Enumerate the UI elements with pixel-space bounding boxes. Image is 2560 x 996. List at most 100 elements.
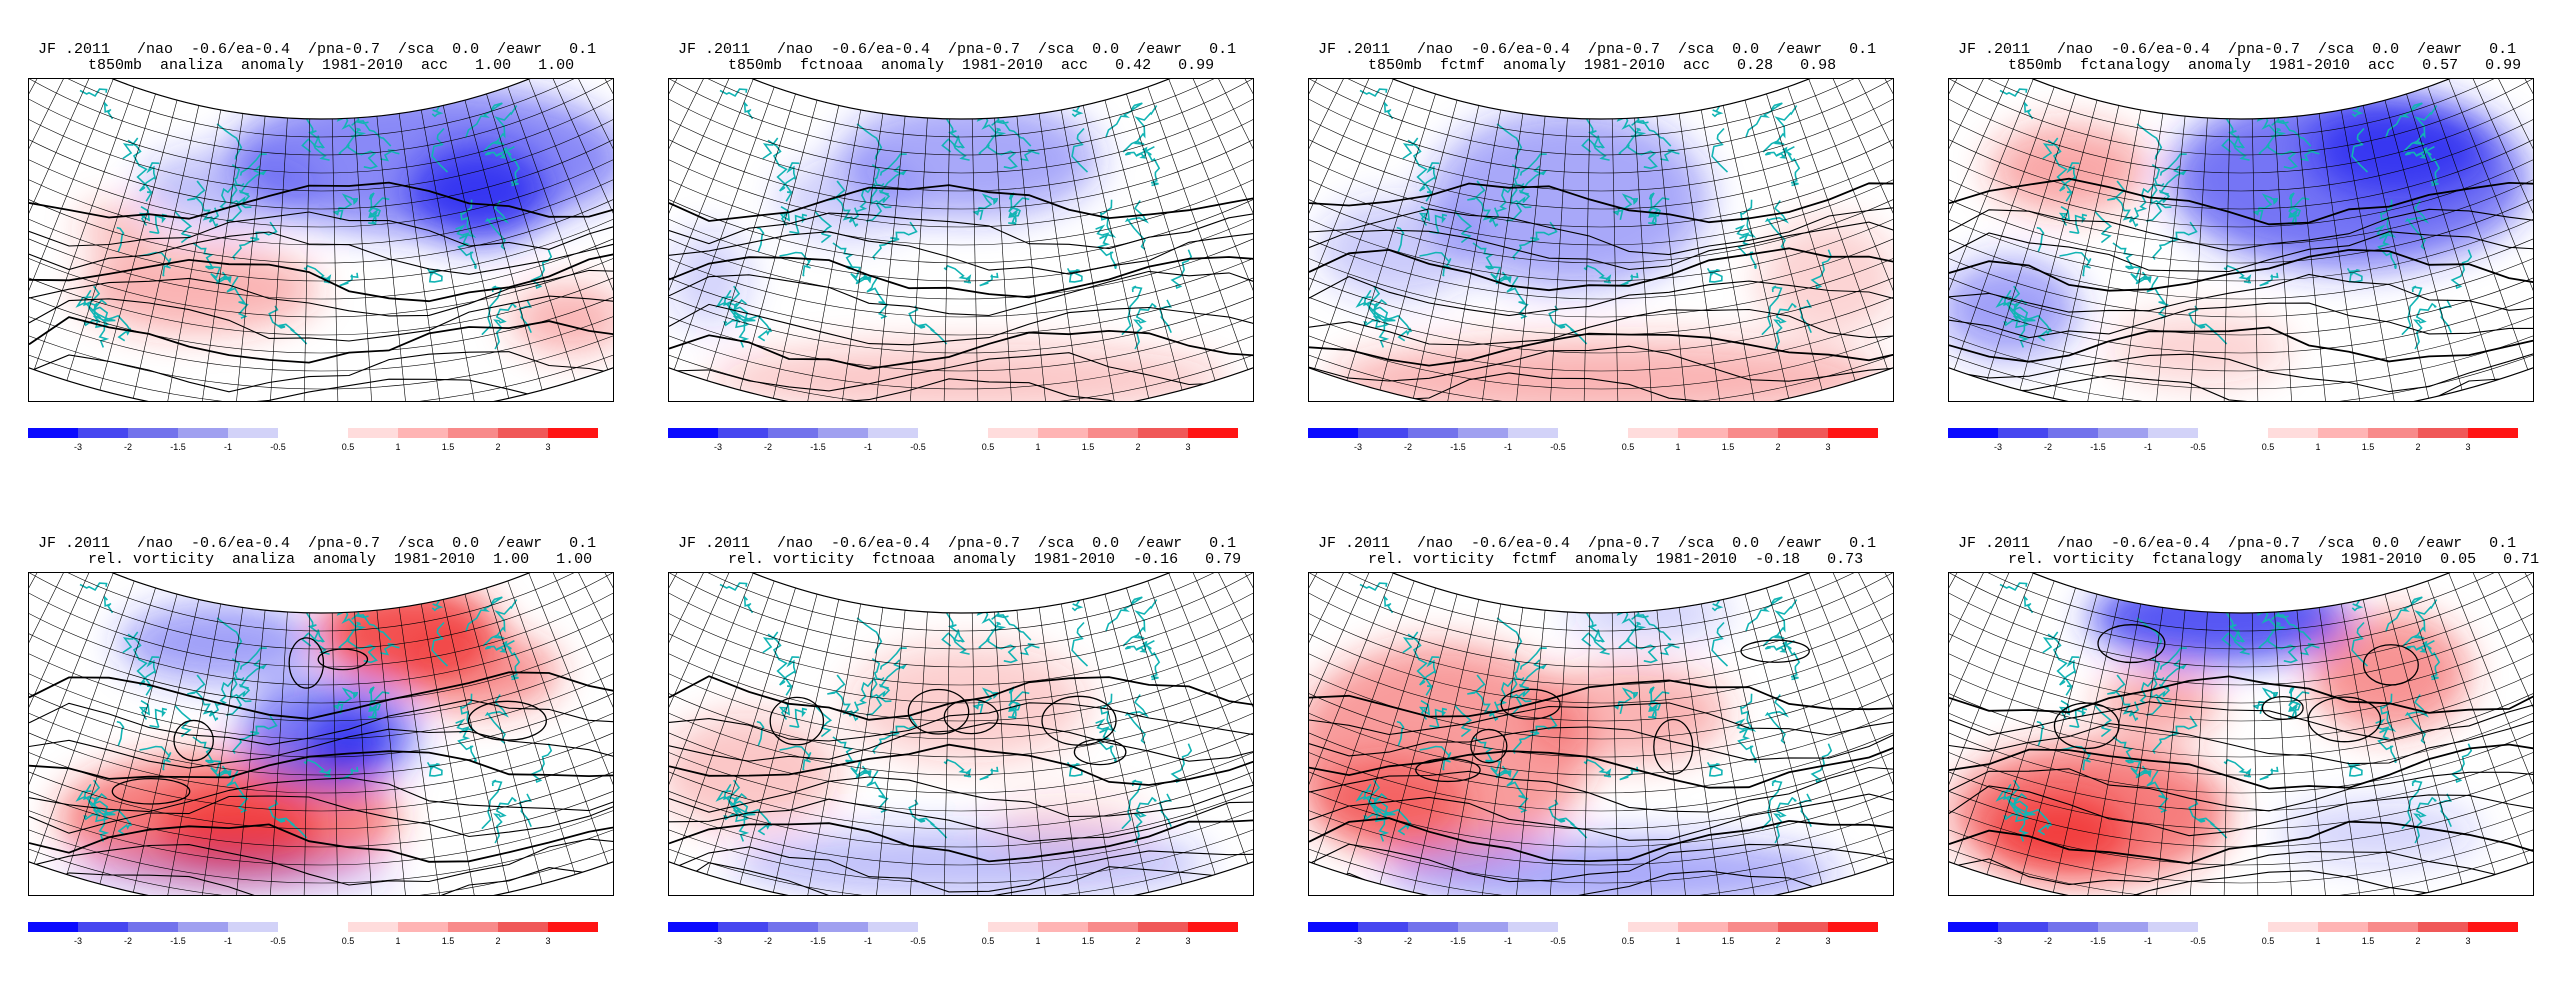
- colorbar-tick-label: -0.5: [2190, 442, 2206, 452]
- colorbar: -3 -2 -1.5 -1 -0.5 0.5 1 1.5 2 3: [1948, 428, 2548, 458]
- colorbar-tick-label: -2: [763, 442, 773, 452]
- colorbar-negative-segment: [2098, 922, 2148, 932]
- colorbar-tick-label: -2: [123, 936, 133, 946]
- colorbar-negative-segment: [1998, 922, 2048, 932]
- colorbar-tick-label: 3: [2465, 936, 2471, 946]
- colorbar: -3 -2 -1.5 -1 -0.5 0.5 1 1.5 2 3: [1308, 922, 1908, 952]
- anomaly-field: [1309, 573, 1893, 895]
- colorbar-tick-label: 1.5: [2361, 442, 2375, 452]
- colorbar-tick-label: 1: [1675, 936, 1681, 946]
- colorbar-tick-label: -1.5: [170, 442, 186, 452]
- colorbar-tick-label: -2: [1403, 936, 1413, 946]
- colorbar-negative-segment: [2148, 922, 2198, 932]
- colorbar-positive-segment: [2268, 922, 2318, 932]
- colorbar-positive-segment: [1088, 922, 1138, 932]
- colorbar-negative-segment: [1458, 428, 1508, 438]
- colorbar-negative-segment: [868, 922, 918, 932]
- colorbar-negative-segment: [28, 922, 78, 932]
- colorbar-positive-segment: [398, 428, 448, 438]
- panel-header: JF .2011 /nao -0.6/ea-0.4 /pna-0.7 /sca …: [1318, 535, 1877, 552]
- colorbar-positive-segment: [2368, 922, 2418, 932]
- colorbar-positive-segment: [1628, 922, 1678, 932]
- positive-anomaly-area: [1529, 663, 1729, 763]
- colorbar-tick-label: 0.5: [981, 936, 995, 946]
- anomaly-map: [28, 572, 614, 896]
- colorbar-positive-segment: [448, 922, 498, 932]
- colorbar-tick-label: -1.5: [1450, 936, 1466, 946]
- lat-lon-grid: [1309, 79, 1893, 401]
- panel-subtitle: t850mb fctnoaa anomaly 1981-2010 acc 0.4…: [728, 57, 1215, 74]
- colorbar-negative-segment: [668, 922, 718, 932]
- colorbar-positive-segment: [1138, 922, 1188, 932]
- positive-anomaly-area: [669, 713, 839, 833]
- map-panel: JF .2011 /nao -0.6/ea-0.4 /pna-0.7 /sca …: [1948, 536, 2548, 996]
- panel-subtitle: rel. vorticity fctnoaa anomaly 1981-2010…: [728, 551, 1242, 568]
- colorbar-negative-segment: [178, 428, 228, 438]
- colorbar-tick-label: 3: [2465, 442, 2471, 452]
- isolines: [1309, 182, 1893, 401]
- colorbar-tick-label: -3: [1993, 442, 2003, 452]
- colorbar-tick-label: -1.5: [2090, 936, 2106, 946]
- anomaly-map: [1948, 78, 2534, 402]
- lat-lon-grid: [1949, 79, 2533, 401]
- colorbar-negative-segment: [128, 922, 178, 932]
- colorbar-tick-label: 0.5: [2261, 442, 2275, 452]
- colorbar-tick-label: -1: [2143, 442, 2153, 452]
- coastlines: [75, 577, 553, 844]
- colorbar-negative-segment: [818, 922, 868, 932]
- colorbar-tick-label: -2: [763, 936, 773, 946]
- panel-subtitle: t850mb analiza anomaly 1981-2010 acc 1.0…: [88, 57, 575, 74]
- colorbar-tick-label: 3: [545, 442, 551, 452]
- colorbar-tick-label: 0.5: [1621, 936, 1635, 946]
- anomaly-field: [29, 79, 613, 401]
- negative-anomaly-area: [2279, 803, 2479, 863]
- colorbar-positive-segment: [988, 428, 1038, 438]
- positive-anomaly-area: [1329, 339, 1889, 401]
- colorbar-tick-label: -0.5: [2190, 936, 2206, 946]
- coastlines: [1995, 83, 2473, 350]
- colorbar-tick-label: -1.5: [2090, 442, 2106, 452]
- colorbar-positive-segment: [1678, 428, 1728, 438]
- colorbar-tick-label: -0.5: [270, 442, 286, 452]
- colorbar-positive-segment: [2418, 922, 2468, 932]
- colorbar-positive-segment: [548, 922, 598, 932]
- colorbar-positive-segment: [348, 922, 398, 932]
- negative-anomaly-area: [119, 603, 319, 683]
- positive-anomaly-area: [509, 284, 613, 354]
- colorbar-tick-label: -3: [1353, 936, 1363, 946]
- colorbar-negative-segment: [1358, 922, 1408, 932]
- colorbar-negative-segment: [718, 922, 768, 932]
- map-svg: [29, 573, 613, 895]
- colorbar-negative-segment: [1308, 428, 1358, 438]
- colorbar-negative-segment: [1408, 922, 1458, 932]
- colorbar-negative-segment: [128, 428, 178, 438]
- colorbar-positive-segment: [1828, 922, 1878, 932]
- colorbar-positive-segment: [1038, 428, 1088, 438]
- map-svg: [1949, 573, 2533, 895]
- map-svg: [29, 79, 613, 401]
- colorbar-tick-label: 0.5: [981, 442, 995, 452]
- panel-subtitle: t850mb fctmf anomaly 1981-2010 acc 0.28 …: [1368, 57, 1837, 74]
- anomaly-map: [668, 572, 1254, 896]
- map-panel: JF .2011 /nao -0.6/ea-0.4 /pna-0.7 /sca …: [28, 42, 628, 502]
- colorbar: -3 -2 -1.5 -1 -0.5 0.5 1 1.5 2 3: [1948, 922, 2548, 952]
- isolines: [1949, 624, 2533, 895]
- colorbar-tick-label: 0.5: [1621, 442, 1635, 452]
- colorbar-positive-segment: [1188, 922, 1238, 932]
- colorbar: -3 -2 -1.5 -1 -0.5 0.5 1 1.5 2 3: [1308, 428, 1908, 458]
- colorbar-tick-label: -2: [1403, 442, 1413, 452]
- colorbar-negative-segment: [178, 922, 228, 932]
- colorbar-negative-segment: [1998, 428, 2048, 438]
- isolines: [29, 637, 613, 895]
- colorbar-positive-segment: [1678, 922, 1728, 932]
- colorbar-positive-segment: [348, 428, 398, 438]
- isolines: [669, 184, 1253, 401]
- lat-lon-grid: [669, 573, 1253, 895]
- colorbar-positive-segment: [988, 922, 1038, 932]
- isolines: [1309, 639, 1893, 895]
- colorbar-negative-segment: [2098, 428, 2148, 438]
- colorbar-tick-label: 1: [1675, 442, 1681, 452]
- colorbar-positive-segment: [2468, 428, 2518, 438]
- colorbar-tick-label: -0.5: [1550, 442, 1566, 452]
- colorbar-tick-label: -3: [73, 936, 83, 946]
